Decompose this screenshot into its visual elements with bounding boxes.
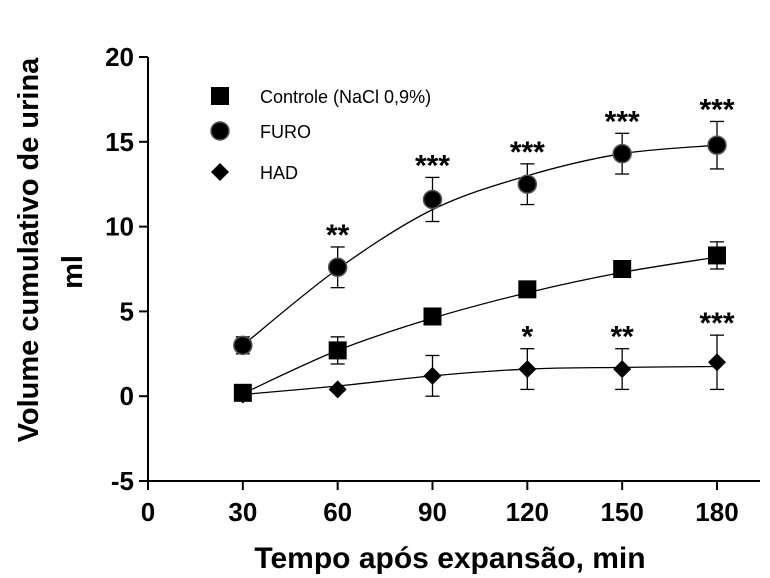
data-point-ring — [233, 335, 253, 356]
legend-item: HAD — [211, 163, 298, 183]
data-point — [423, 307, 442, 326]
data-point — [327, 257, 348, 278]
data-point-fill — [708, 136, 726, 155]
data-point — [423, 366, 442, 385]
data-point-ring — [707, 135, 727, 155]
significance-label: *** — [699, 93, 734, 126]
y-tick-label: -5 — [111, 466, 134, 496]
axis-titles: Tempo após expansão, min Volume cumulati… — [13, 57, 646, 575]
y-tick-label: 0 — [120, 381, 134, 411]
series-diamond: * ** *** — [233, 307, 735, 404]
significance-label: * — [521, 321, 533, 354]
legend-label: FURO — [260, 122, 311, 142]
data-point — [708, 353, 726, 372]
significance-label: ** — [610, 321, 634, 354]
significance-label: *** — [510, 136, 545, 169]
data-point — [233, 335, 253, 356]
data-point — [517, 174, 538, 194]
data-point — [612, 143, 632, 164]
x-tick-label: 120 — [506, 497, 549, 527]
data-point-fill — [613, 144, 632, 163]
legend-marker-ring — [210, 121, 230, 141]
x-tick-label: 90 — [418, 497, 447, 527]
data-point — [233, 385, 252, 404]
data-point-fill — [328, 258, 347, 277]
data-point-fill — [518, 175, 537, 194]
series-circle: ***** ****** *** — [233, 93, 735, 356]
y-tick-label: 20 — [105, 42, 134, 72]
data-point — [613, 360, 632, 379]
significance-label: *** — [415, 149, 450, 182]
series-square — [233, 241, 726, 402]
data-point — [707, 135, 727, 155]
data-point-ring — [517, 174, 538, 194]
data-point-fill — [233, 336, 252, 355]
x-axis-title: Tempo após expansão, min — [254, 542, 645, 575]
x-tick-label: 180 — [695, 497, 738, 527]
legend-marker-fill — [211, 122, 229, 140]
data-point — [328, 341, 347, 360]
legend: Controle (NaCl 0,9%) FURO HAD — [210, 87, 431, 183]
y-axis-unit: ml — [57, 255, 89, 289]
legend-marker — [211, 87, 229, 105]
x-tick-label: 30 — [228, 497, 257, 527]
y-tick-label: 10 — [105, 212, 134, 242]
data-point — [422, 189, 443, 210]
data-point-ring — [327, 257, 348, 278]
significance-label: *** — [699, 307, 734, 340]
fit-curve — [242, 144, 718, 346]
legend-label: HAD — [260, 163, 298, 183]
x-tick-label: 150 — [600, 497, 643, 527]
significance-label: *** — [605, 105, 640, 138]
legend-marker — [210, 121, 230, 141]
legend-item: FURO — [210, 121, 311, 142]
fit-curve — [242, 365, 718, 396]
data-point-ring — [422, 189, 443, 210]
data-point — [518, 280, 537, 299]
legend-item: Controle (NaCl 0,9%) — [211, 87, 431, 107]
legend-label: Controle (NaCl 0,9%) — [260, 87, 431, 107]
data-point — [518, 360, 537, 379]
y-tick-label: 5 — [120, 296, 134, 326]
y-axis-title: Volume cumulativo de urina — [13, 57, 45, 442]
x-tick-label: 60 — [323, 497, 352, 527]
fit-curve — [242, 256, 718, 395]
data-point-ring — [612, 143, 632, 164]
data-point — [613, 260, 632, 278]
significance-label: ** — [326, 219, 350, 252]
legend-marker — [211, 163, 229, 181]
x-tick-label: 0 — [141, 497, 155, 527]
data-point — [708, 246, 726, 265]
data-point-fill — [423, 190, 442, 209]
plot-area: ***** ****** **** ** *** — [233, 93, 735, 404]
y-tick-label: 15 — [105, 127, 134, 157]
data-point — [328, 380, 347, 399]
